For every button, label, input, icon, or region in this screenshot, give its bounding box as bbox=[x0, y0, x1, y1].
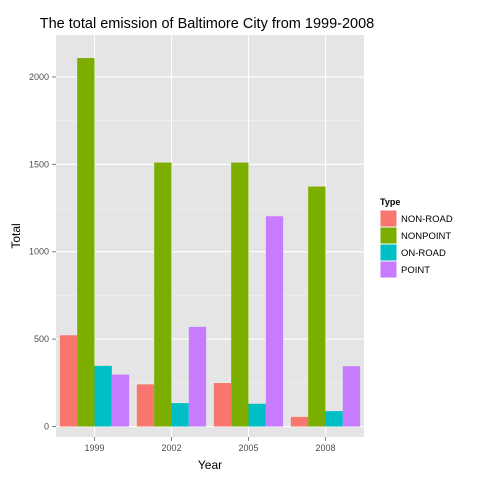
bar bbox=[94, 365, 112, 427]
y-tick-label: 0 bbox=[44, 422, 49, 432]
bar bbox=[265, 216, 284, 427]
legend-title: Type bbox=[380, 197, 400, 207]
bar bbox=[59, 335, 78, 427]
legend-key bbox=[380, 244, 397, 261]
y-tick-label: 1000 bbox=[29, 247, 49, 257]
bar bbox=[171, 403, 189, 427]
legend-key bbox=[380, 261, 397, 278]
bar bbox=[248, 403, 266, 427]
y-axis-title: Total bbox=[9, 223, 23, 248]
y-axis: 0 500 1000 1500 2000 bbox=[29, 72, 56, 432]
x-tick-label: 2008 bbox=[315, 443, 335, 453]
x-axis-title: Year bbox=[198, 458, 222, 472]
legend-label: POINT bbox=[401, 265, 430, 276]
y-tick-label: 500 bbox=[34, 334, 49, 344]
bar bbox=[154, 162, 172, 427]
legend-label: NON-ROAD bbox=[401, 214, 453, 225]
x-tick-label: 2005 bbox=[238, 443, 258, 453]
bar bbox=[111, 374, 130, 427]
y-tick-label: 2000 bbox=[29, 72, 49, 82]
legend-key bbox=[380, 227, 397, 244]
x-tick-label: 1999 bbox=[84, 443, 104, 453]
bar bbox=[308, 186, 326, 427]
bar bbox=[213, 382, 232, 427]
bar bbox=[77, 58, 95, 427]
y-tick-label: 1500 bbox=[29, 159, 49, 169]
bar bbox=[290, 416, 309, 427]
chart-title: The total emission of Baltimore City fro… bbox=[40, 16, 374, 32]
legend-key bbox=[380, 210, 397, 227]
bar bbox=[342, 366, 361, 427]
x-tick-label: 2002 bbox=[161, 443, 181, 453]
legend-label: ON-ROAD bbox=[401, 248, 446, 259]
x-axis: 1999 2002 2005 2008 bbox=[84, 437, 336, 453]
bar bbox=[188, 326, 207, 427]
legend-label: NONPOINT bbox=[401, 231, 451, 242]
bars bbox=[59, 58, 361, 427]
bar bbox=[136, 384, 155, 427]
bar bbox=[325, 411, 343, 427]
legend: Type NON-ROAD NONPOINT ON-ROAD POINT bbox=[379, 197, 453, 279]
bar bbox=[231, 162, 249, 427]
